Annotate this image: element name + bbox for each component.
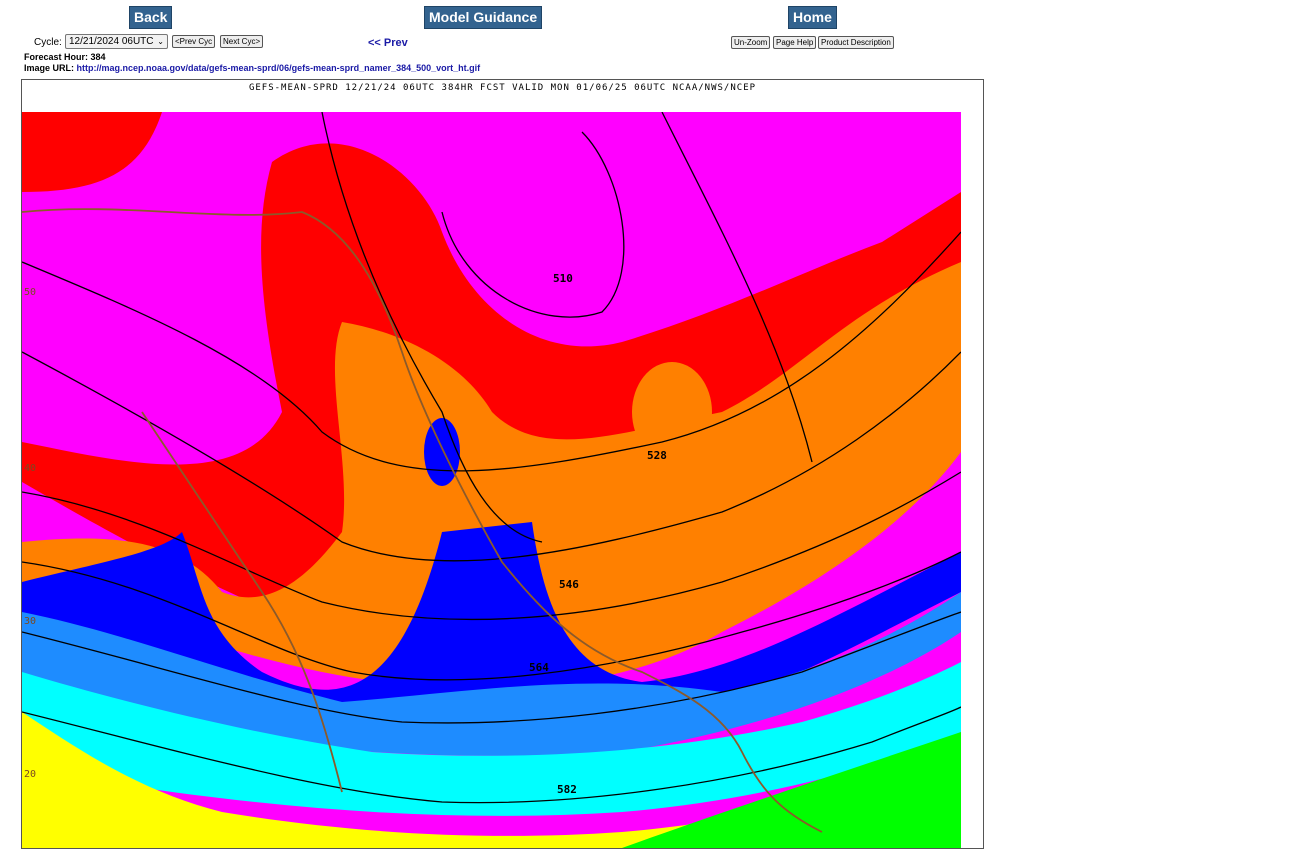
lat-label-40: 40 xyxy=(24,463,36,474)
lat-label-20: 20 xyxy=(24,769,36,780)
contour-label-546: 546 xyxy=(559,578,579,591)
prev-link[interactable]: << Prev xyxy=(368,37,408,49)
spread-cell-orange-east xyxy=(632,362,712,462)
map-image: 510 528 546 564 582 50 40 30 20 xyxy=(22,112,961,848)
contour-label-582: 582 xyxy=(557,783,577,796)
unzoom-button[interactable]: Un-Zoom xyxy=(731,36,771,49)
image-url-label: Image URL: xyxy=(24,63,75,73)
lat-label-30: 30 xyxy=(24,616,36,627)
forecast-map: GEFS-MEAN-SPRD 12/21/24 06UTC 384HR FCST… xyxy=(21,79,984,849)
prev-cycle-button[interactable]: <Prev Cyc xyxy=(172,35,216,48)
map-title: GEFS-MEAN-SPRD 12/21/24 06UTC 384HR FCST… xyxy=(248,83,757,93)
model-guidance-button[interactable]: Model Guidance xyxy=(424,6,543,29)
coastline xyxy=(22,208,823,833)
spread-band-blue xyxy=(22,522,961,728)
spread-band-mid-blue xyxy=(22,592,961,756)
image-url-line: Image URL: http://mag.ncep.noaa.gov/data… xyxy=(24,63,480,73)
page-help-button[interactable]: Page Help xyxy=(773,36,817,49)
back-button[interactable]: Back xyxy=(129,6,173,29)
next-cycle-button[interactable]: Next Cyc> xyxy=(220,35,264,48)
contour-label-510: 510 xyxy=(553,272,573,285)
cycle-label: Cycle: xyxy=(34,37,62,48)
cycle-select[interactable]: 12/21/2024 06UTC ⌄ xyxy=(65,34,168,49)
home-button[interactable]: Home xyxy=(788,6,837,29)
lat-label-50: 50 xyxy=(24,287,36,298)
spread-band-green xyxy=(622,732,961,848)
image-url-link[interactable]: http://mag.ncep.noaa.gov/data/gefs-mean-… xyxy=(76,63,481,73)
product-description-button[interactable]: Product Description xyxy=(818,36,894,49)
chevron-down-icon: ⌄ xyxy=(157,37,164,46)
spread-band-orange xyxy=(22,262,961,689)
contour-label-528: 528 xyxy=(647,449,667,462)
forecast-hour: Forecast Hour: 384 xyxy=(24,52,106,62)
contour-label-564: 564 xyxy=(529,661,549,674)
height-contours xyxy=(22,112,961,804)
spread-cell-blue-north xyxy=(424,418,460,486)
cycle-selected-value: 12/21/2024 06UTC xyxy=(69,36,154,47)
